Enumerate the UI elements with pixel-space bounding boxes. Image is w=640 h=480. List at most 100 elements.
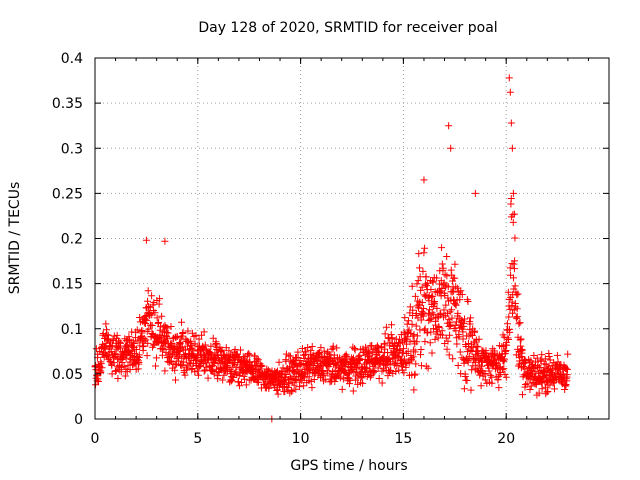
- data-point: [420, 305, 428, 313]
- data-point: [421, 292, 429, 300]
- data-point: [424, 364, 432, 372]
- data-point: [359, 379, 367, 387]
- data-point: [320, 371, 328, 379]
- data-point: [392, 368, 400, 376]
- data-point: [416, 351, 424, 359]
- data-point: [145, 325, 153, 333]
- data-point: [515, 320, 523, 328]
- data-point: [433, 304, 441, 312]
- y-tick-label: 0.05: [52, 367, 83, 383]
- data-point: [351, 346, 359, 354]
- data-point: [553, 351, 561, 359]
- data-point: [471, 327, 479, 335]
- data-point: [363, 365, 371, 373]
- data-point: [426, 339, 434, 347]
- data-point: [401, 314, 409, 322]
- data-point: [200, 352, 208, 360]
- data-point: [324, 367, 332, 375]
- data-point: [477, 382, 485, 390]
- data-point: [235, 378, 243, 386]
- data-point: [507, 195, 515, 203]
- data-point: [446, 331, 454, 339]
- data-point: [537, 356, 545, 364]
- data-points: [91, 74, 572, 423]
- data-point: [535, 389, 543, 397]
- data-point: [431, 300, 439, 308]
- data-point: [284, 367, 292, 375]
- data-point: [254, 356, 262, 364]
- data-point: [368, 349, 376, 357]
- data-point: [240, 375, 248, 383]
- data-point: [414, 277, 422, 285]
- data-point: [448, 271, 456, 279]
- data-point: [564, 350, 572, 358]
- data-point: [439, 331, 447, 339]
- data-point: [411, 292, 419, 300]
- data-point: [333, 344, 341, 352]
- data-point: [218, 346, 226, 354]
- data-point: [275, 358, 283, 366]
- data-point: [404, 347, 412, 355]
- data-point: [413, 332, 421, 340]
- data-point: [510, 274, 518, 282]
- data-point: [143, 352, 151, 360]
- data-point: [405, 317, 413, 325]
- data-point: [214, 375, 222, 383]
- data-point: [545, 353, 553, 361]
- data-point: [527, 382, 535, 390]
- data-point: [441, 271, 449, 279]
- data-point: [292, 385, 300, 393]
- data-point: [231, 345, 239, 353]
- data-point: [151, 309, 159, 317]
- data-point: [410, 386, 418, 394]
- data-point: [508, 144, 516, 152]
- data-point: [402, 363, 410, 371]
- data-point: [244, 350, 252, 358]
- data-point: [288, 388, 296, 396]
- data-point: [184, 327, 192, 335]
- data-point: [273, 386, 281, 394]
- data-point: [329, 342, 337, 350]
- data-point: [195, 335, 203, 343]
- data-point: [495, 364, 503, 372]
- data-point: [422, 273, 430, 281]
- data-point: [193, 367, 201, 375]
- axis-ticks: [94, 57, 610, 420]
- data-point: [188, 329, 196, 337]
- data-point: [142, 236, 150, 244]
- data-point: [413, 280, 421, 288]
- y-tick-label: 0.15: [52, 277, 83, 293]
- data-point: [328, 345, 336, 353]
- data-point: [509, 189, 517, 197]
- data-point: [242, 381, 250, 389]
- data-point: [410, 346, 418, 354]
- data-point: [415, 250, 423, 258]
- data-point: [450, 300, 458, 308]
- y-tick-label: 0.35: [52, 96, 83, 112]
- chart-title: Day 128 of 2020, SRMTID for receiver poa…: [198, 20, 497, 36]
- y-axis-label: SRMTID / TECUs: [7, 182, 23, 295]
- data-point: [381, 330, 389, 338]
- x-axis-label: GPS time / hours: [290, 458, 407, 474]
- data-point: [300, 382, 308, 390]
- data-point: [439, 264, 447, 272]
- data-point: [342, 351, 350, 359]
- data-point: [561, 381, 569, 389]
- data-point: [418, 283, 426, 291]
- data-point: [412, 310, 420, 318]
- data-point: [511, 257, 519, 265]
- data-point: [362, 343, 370, 351]
- data-point: [381, 340, 389, 348]
- data-point: [210, 370, 218, 378]
- data-point: [531, 380, 539, 388]
- data-point: [505, 313, 513, 321]
- data-point: [314, 349, 322, 357]
- data-point: [135, 351, 143, 359]
- data-point: [180, 358, 188, 366]
- data-point: [172, 333, 180, 341]
- data-point: [133, 326, 141, 334]
- data-point: [95, 377, 103, 385]
- data-point: [519, 391, 527, 399]
- data-point: [204, 374, 212, 382]
